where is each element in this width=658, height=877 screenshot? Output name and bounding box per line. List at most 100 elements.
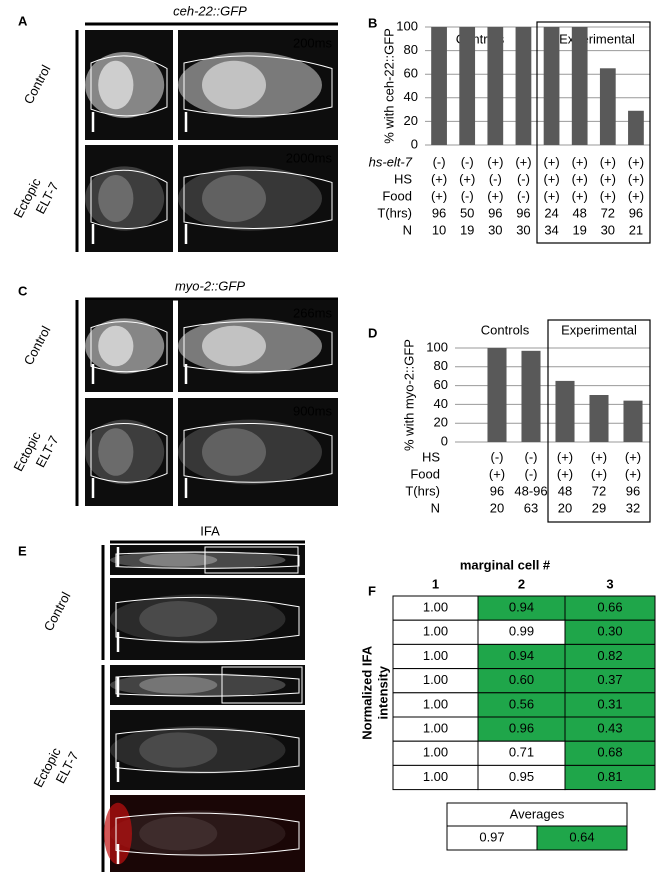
cell-value: 0.71 — [509, 745, 534, 760]
table-cell — [392, 619, 479, 645]
condition-cell: (+) — [591, 449, 607, 464]
condition-cell: (-) — [433, 154, 446, 169]
condition-cell: 48 — [558, 483, 572, 498]
condition-cell: 24 — [544, 205, 558, 220]
panel-label: C — [18, 283, 28, 298]
condition-cell: (+) — [487, 188, 503, 203]
glow — [139, 553, 218, 567]
outline — [183, 321, 333, 373]
micrograph — [110, 578, 305, 660]
cell-value: 1.00 — [423, 624, 448, 639]
cell-value: 1.00 — [423, 769, 448, 784]
experimental-box — [547, 319, 651, 523]
condition-cell: (+) — [557, 449, 573, 464]
bar — [515, 27, 532, 145]
table-cell — [564, 595, 656, 621]
glow — [98, 174, 134, 223]
bar — [487, 348, 507, 442]
condition-cell: (+) — [628, 188, 644, 203]
bar — [459, 27, 476, 145]
bar — [623, 400, 643, 442]
bar — [487, 27, 504, 145]
panel-label: B — [368, 15, 377, 30]
exposure-label: 200ms — [293, 35, 333, 50]
cell-value: 1.00 — [423, 672, 448, 687]
image-bg — [178, 398, 338, 506]
bar — [555, 380, 575, 442]
micrograph — [104, 795, 305, 872]
condition-cell: 96 — [432, 205, 446, 220]
condition-cell: 48 — [572, 205, 586, 220]
glow — [98, 325, 134, 367]
glow — [202, 428, 266, 476]
condition-cell: (+) — [459, 171, 475, 186]
outline — [115, 673, 300, 697]
condition-cell: 29 — [592, 500, 606, 515]
glow — [110, 810, 286, 857]
table-title: marginal cell # — [460, 557, 551, 572]
condition-cell: 50 — [460, 205, 474, 220]
y-tick-label: 0 — [411, 136, 418, 151]
glow — [110, 726, 286, 774]
row-header: intensity — [375, 665, 390, 719]
condition-cell: (+) — [600, 188, 616, 203]
condition-cell: 30 — [488, 222, 502, 237]
condition-cell: (+) — [431, 188, 447, 203]
cell-value: 0.60 — [509, 672, 534, 687]
panel-subtitle: myo-2::GFP — [175, 278, 245, 293]
condition-cell: (+) — [625, 449, 641, 464]
condition-cell: (+) — [515, 154, 531, 169]
y-tick-label: 40 — [434, 396, 448, 411]
outline — [90, 422, 168, 483]
glow — [98, 428, 134, 476]
panel-label: D — [368, 325, 377, 340]
cell-value: 1.00 — [423, 721, 448, 736]
micrograph — [110, 665, 305, 705]
glow — [110, 673, 286, 697]
bar — [599, 68, 616, 145]
glow — [110, 594, 286, 644]
condition-cell: (+) — [572, 171, 588, 186]
row-label: HS — [394, 171, 412, 186]
y-tick-label: 100 — [396, 18, 418, 33]
exposure-label: 2000ms — [286, 150, 333, 165]
cell-value: 1.00 — [423, 745, 448, 760]
row-label: HS — [422, 449, 440, 464]
red-glow — [104, 802, 132, 865]
table-cell — [564, 692, 656, 718]
cell-value: 1.00 — [423, 648, 448, 663]
micrograph — [178, 398, 338, 506]
condition-cell: (+) — [543, 188, 559, 203]
condition-cell: 21 — [629, 222, 643, 237]
table-cell — [477, 595, 566, 621]
y-axis-label: % with myo-2::GFP — [401, 339, 416, 451]
averages-title: Averages — [510, 806, 565, 821]
condition-cell: 19 — [572, 222, 586, 237]
glow — [139, 676, 218, 694]
glow — [98, 60, 134, 110]
row-label: Control — [21, 62, 54, 106]
bar — [589, 395, 609, 442]
bar — [628, 110, 644, 145]
bar — [571, 27, 588, 145]
micrograph — [85, 145, 173, 252]
condition-cell: 72 — [592, 483, 606, 498]
y-tick-label: 20 — [434, 415, 448, 430]
bar — [521, 350, 541, 442]
column-header: 1 — [432, 576, 439, 591]
row-header: Normalized IFA — [359, 645, 374, 740]
outline — [115, 596, 300, 643]
condition-cell: (+) — [489, 466, 505, 481]
row-label: T(hrs) — [405, 483, 440, 498]
panel-label: F — [368, 583, 376, 598]
micrograph — [178, 30, 338, 140]
condition-cell: (+) — [625, 466, 641, 481]
cell-value: 0.31 — [597, 696, 622, 711]
cell-value: 0.30 — [597, 624, 622, 639]
group-label: Controls — [481, 322, 530, 337]
image-bg — [85, 398, 173, 506]
column-header: 3 — [606, 576, 613, 591]
micrograph — [178, 300, 338, 392]
glow — [85, 419, 165, 485]
cell-value: 0.56 — [509, 696, 534, 711]
